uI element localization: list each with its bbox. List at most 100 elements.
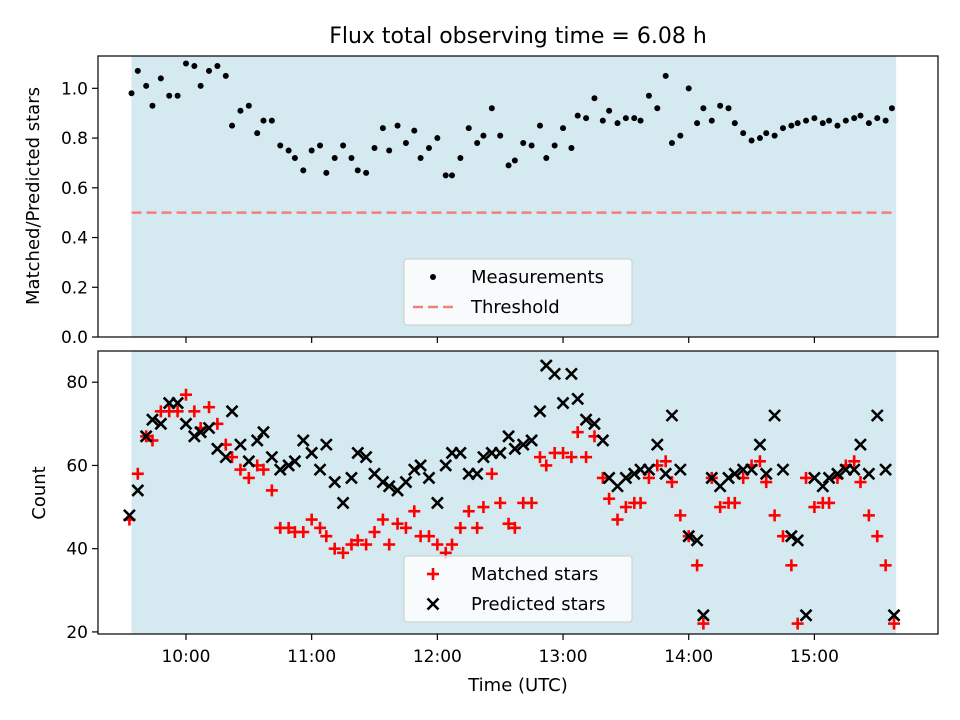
legend-measurements-marker: [430, 274, 436, 280]
predicted-star-point: [579, 413, 593, 427]
predicted-star-point: [525, 434, 539, 447]
measurement-point: [206, 67, 213, 74]
predicted-star-point: [854, 438, 867, 452]
legend-predicted-label: Predicted stars: [471, 594, 605, 615]
predicted-star-point: [627, 467, 641, 481]
measurement-point: [229, 122, 236, 129]
predicted-star-point: [659, 467, 673, 481]
predicted-star-point: [430, 496, 444, 510]
matched-star-point: [242, 471, 255, 484]
ratio-legend-box: [403, 258, 633, 326]
predicted-star-point: [187, 429, 201, 443]
measurement-point: [662, 72, 669, 79]
measurement-point: [308, 147, 315, 154]
matched-star-point: [203, 401, 216, 414]
measurement-point: [331, 154, 338, 161]
matched-star-point: [760, 476, 773, 489]
predicted-star-point: [665, 409, 679, 422]
matched-star-point: [557, 446, 570, 459]
measurement-point: [417, 154, 424, 161]
predicted-star-point: [745, 463, 758, 477]
measurement-point: [771, 132, 778, 139]
measurement-point: [788, 122, 795, 129]
measurement-point: [488, 105, 495, 112]
measurement-point: [134, 67, 141, 74]
predicted-stars-points: [123, 359, 901, 622]
predicted-star-point: [571, 392, 585, 406]
matched-star-point: [785, 559, 798, 572]
measurement-point: [842, 117, 849, 124]
y-tick-label: 80: [66, 373, 88, 393]
matched-star-point: [776, 530, 789, 543]
y-tick-label: 20: [66, 623, 88, 643]
matched-star-point: [320, 530, 333, 543]
measurement-point: [631, 115, 638, 122]
y-tick-label: 0.0: [61, 328, 88, 348]
predicted-star-point: [414, 459, 428, 472]
matched-star-point: [888, 617, 901, 630]
matched-star-point: [502, 517, 515, 530]
matched-star-point: [596, 471, 609, 484]
predicted-star-point: [784, 529, 798, 543]
predicted-star-point: [690, 533, 704, 547]
x-axis-label: Time (UTC): [467, 675, 568, 696]
matched-star-point: [471, 521, 484, 534]
predicted-star-point: [202, 421, 216, 435]
matched-star-point: [603, 492, 616, 505]
predicted-star-point: [759, 467, 773, 481]
measurement-point: [560, 125, 567, 132]
predicted-star-point: [822, 471, 836, 485]
measurement-point: [614, 120, 621, 127]
matched-star-point: [879, 559, 892, 572]
legend-x-glyph: [426, 597, 440, 611]
matched-star-point: [862, 509, 875, 522]
matched-star-point: [146, 434, 159, 447]
predicted-star-point: [493, 446, 507, 460]
x-tick-label: 14:00: [664, 647, 713, 667]
matched-star-point: [823, 496, 836, 509]
matched-star-point: [808, 501, 821, 514]
matched-star-point: [171, 405, 184, 418]
measurement-point: [323, 169, 330, 176]
measurement-point: [819, 120, 826, 127]
predicted-star-point: [305, 446, 319, 460]
measurement-point: [794, 120, 801, 127]
predicted-star-point: [870, 409, 884, 422]
predicted-star-point: [799, 608, 813, 622]
predicted-star-point: [816, 479, 830, 493]
measurement-point: [511, 157, 518, 164]
predicted-star-point: [250, 434, 264, 447]
predicted-star-point: [376, 475, 390, 489]
measurement-point: [285, 147, 292, 154]
measurement-point: [654, 105, 661, 112]
legend-matched-marker: [427, 568, 439, 580]
legend-plus-glyph: [427, 568, 439, 580]
measurement-point: [551, 142, 558, 149]
predicted-star-point: [682, 529, 696, 543]
measurement-point: [411, 127, 418, 134]
matched-star-point: [179, 388, 192, 401]
measurement-point: [725, 105, 732, 112]
measurement-point: [434, 135, 441, 142]
predicted-star-point: [146, 413, 159, 427]
measurement-point: [214, 62, 221, 69]
predicted-star-point: [282, 459, 296, 472]
predicted-star-point: [887, 608, 901, 622]
predicted-star-point: [242, 454, 256, 468]
measurement-point: [874, 115, 881, 122]
measurement-point: [363, 169, 370, 176]
matched-star-point: [800, 471, 813, 484]
measurement-point: [731, 120, 738, 127]
measurement-point: [826, 117, 833, 124]
matched-star-point: [540, 459, 553, 472]
matched-star-point: [848, 455, 861, 468]
matched-star-point: [525, 496, 538, 509]
measurement-point: [622, 115, 629, 122]
measurement-point: [191, 62, 198, 69]
matched-star-point: [659, 455, 672, 468]
matched-star-point: [408, 505, 421, 518]
measurement-point: [851, 115, 858, 122]
predicted-star-point: [257, 425, 270, 439]
ratio-legend: Measurements Threshold: [403, 258, 633, 326]
measurement-point: [748, 137, 755, 144]
